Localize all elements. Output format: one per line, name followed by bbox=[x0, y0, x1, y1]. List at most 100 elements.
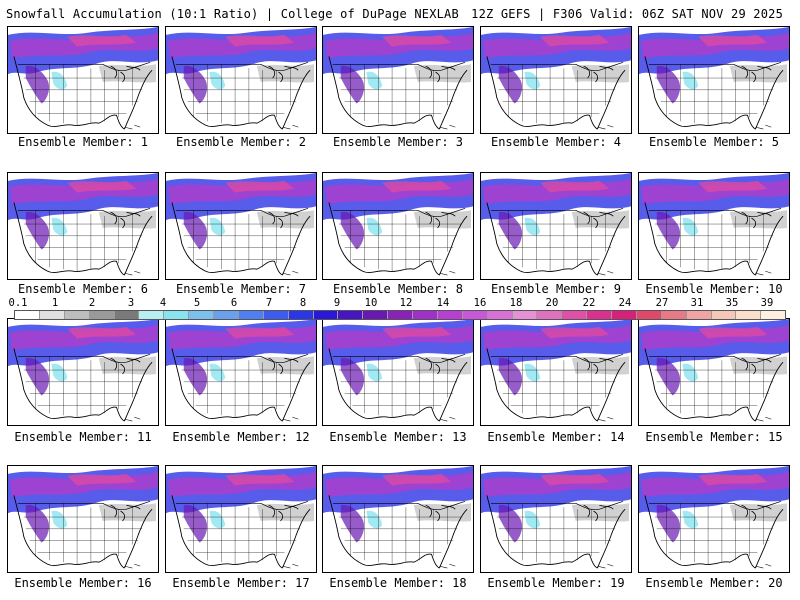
ensemble-member-label: Ensemble Member: 1 bbox=[17, 135, 149, 149]
scale-tick-label: 6 bbox=[230, 297, 238, 309]
ensemble-member-map bbox=[165, 318, 317, 426]
snowfall-map bbox=[8, 466, 158, 572]
snowfall-map bbox=[639, 173, 789, 279]
scale-color-swatch bbox=[189, 311, 214, 319]
scale-color-swatch bbox=[636, 311, 662, 319]
snowfall-map bbox=[481, 27, 631, 133]
ensemble-member-label: Ensemble Member: 16 bbox=[14, 576, 152, 590]
scale-tick-label: 22 bbox=[582, 297, 596, 309]
snowfall-map bbox=[323, 319, 473, 425]
snowfall-map bbox=[481, 173, 631, 279]
ensemble-member-label: Ensemble Member: 19 bbox=[487, 576, 625, 590]
scale-color-swatch bbox=[214, 311, 239, 319]
snowfall-map bbox=[166, 319, 316, 425]
scale-tick-label: 0.1 bbox=[8, 297, 28, 309]
ensemble-member-label: Ensemble Member: 12 bbox=[172, 430, 310, 444]
ensemble-member-label: Ensemble Member: 13 bbox=[329, 430, 467, 444]
scale-color-swatch bbox=[612, 311, 637, 319]
snowfall-map bbox=[481, 466, 631, 572]
ensemble-member-map bbox=[480, 318, 632, 426]
scale-tick-label: 20 bbox=[545, 297, 559, 309]
snowfall-map bbox=[8, 173, 158, 279]
scale-color-swatch bbox=[313, 311, 339, 319]
scale-tick-label: 1 bbox=[51, 297, 59, 309]
scale-tick-label: 14 bbox=[436, 297, 450, 309]
ensemble-member-label: Ensemble Member: 15 bbox=[645, 430, 783, 444]
snowfall-map bbox=[8, 27, 158, 133]
ensemble-member-label: Ensemble Member: 17 bbox=[172, 576, 310, 590]
snowfall-map bbox=[323, 173, 473, 279]
ensemble-member-map bbox=[638, 26, 790, 134]
ensemble-member-map bbox=[480, 172, 632, 280]
scale-color-swatch bbox=[761, 311, 786, 319]
scale-tick-label: 39 bbox=[760, 297, 774, 309]
ensemble-member-label: Ensemble Member: 9 bbox=[490, 282, 622, 296]
ensemble-member-map bbox=[480, 26, 632, 134]
snowfall-map bbox=[639, 466, 789, 572]
ensemble-member-map bbox=[165, 26, 317, 134]
scale-tick-label: 2 bbox=[88, 297, 96, 309]
scale-tick-label: 24 bbox=[618, 297, 632, 309]
scale-color-swatch bbox=[139, 311, 165, 319]
snowfall-map bbox=[323, 27, 473, 133]
scale-color-swatch bbox=[164, 311, 190, 319]
scale-color-swatch bbox=[562, 311, 588, 319]
ensemble-member-map bbox=[165, 465, 317, 573]
ensemble-member-label: Ensemble Member: 4 bbox=[490, 135, 622, 149]
scale-color-swatch bbox=[462, 311, 488, 319]
scale-tick-label: 18 bbox=[509, 297, 523, 309]
scale-color-swatch bbox=[686, 311, 712, 319]
scale-color-swatch bbox=[487, 311, 513, 319]
ensemble-member-map bbox=[638, 318, 790, 426]
ensemble-member-label: Ensemble Member: 7 bbox=[175, 282, 307, 296]
snowfall-map bbox=[323, 466, 473, 572]
ensemble-member-map bbox=[7, 26, 159, 134]
snowfall-map bbox=[166, 27, 316, 133]
snowfall-map bbox=[639, 27, 789, 133]
ensemble-member-label: Ensemble Member: 5 bbox=[648, 135, 780, 149]
ensemble-member-map bbox=[480, 465, 632, 573]
scale-color-swatch bbox=[388, 311, 413, 319]
ensemble-member-map bbox=[638, 465, 790, 573]
ensemble-member-label: Ensemble Member: 2 bbox=[175, 135, 307, 149]
ensemble-member-map bbox=[322, 318, 474, 426]
scale-tick-label: 27 bbox=[655, 297, 669, 309]
ensemble-member-label: Ensemble Member: 20 bbox=[645, 576, 783, 590]
scale-color-swatch bbox=[512, 311, 538, 319]
ensemble-member-map bbox=[7, 465, 159, 573]
scale-tick-label: 4 bbox=[159, 297, 167, 309]
ensemble-member-label: Ensemble Member: 8 bbox=[332, 282, 464, 296]
scale-color-swatch bbox=[64, 311, 90, 319]
scale-tick-label: 16 bbox=[473, 297, 487, 309]
scale-color-swatch bbox=[89, 311, 115, 319]
ensemble-member-map bbox=[7, 172, 159, 280]
ensemble-member-map bbox=[638, 172, 790, 280]
snowfall-map bbox=[166, 466, 316, 572]
scale-color-swatch bbox=[537, 311, 563, 319]
scale-color-swatch bbox=[238, 311, 264, 319]
scale-tick-label: 31 bbox=[690, 297, 704, 309]
ensemble-member-label: Ensemble Member: 11 bbox=[14, 430, 152, 444]
ensemble-member-map bbox=[7, 318, 159, 426]
scale-color-swatch bbox=[288, 311, 314, 319]
scale-color-swatch bbox=[338, 311, 364, 319]
scale-color-swatch bbox=[711, 311, 737, 319]
chart-title: Snowfall Accumulation (10:1 Ratio) | Col… bbox=[6, 7, 459, 21]
snowfall-map bbox=[481, 319, 631, 425]
snowfall-color-scale: 0.1 1 2 3 4 5 6 7 8 9 10 12 14 16 18 20 22 24 27 31 35 39 bbox=[9, 297, 786, 320]
ensemble-member-map bbox=[322, 172, 474, 280]
scale-tick-label: 35 bbox=[725, 297, 739, 309]
scale-tick-labels: 0.1 1 2 3 4 5 6 7 8 9 10 12 14 16 18 20 22 24 27 31 35 39 bbox=[9, 297, 786, 310]
scale-tick-label: 8 bbox=[299, 297, 307, 309]
scale-color-bar bbox=[14, 310, 786, 320]
ensemble-member-label: Ensemble Member: 6 bbox=[17, 282, 149, 296]
snowfall-map bbox=[639, 319, 789, 425]
scale-color-swatch bbox=[15, 311, 40, 319]
ensemble-member-label: Ensemble Member: 10 bbox=[645, 282, 783, 296]
ensemble-member-map bbox=[165, 172, 317, 280]
scale-color-swatch bbox=[363, 311, 389, 319]
scale-tick-label: 3 bbox=[127, 297, 135, 309]
ensemble-member-label: Ensemble Member: 18 bbox=[329, 576, 467, 590]
scale-tick-label: 7 bbox=[265, 297, 273, 309]
ensemble-member-label: Ensemble Member: 14 bbox=[487, 430, 625, 444]
